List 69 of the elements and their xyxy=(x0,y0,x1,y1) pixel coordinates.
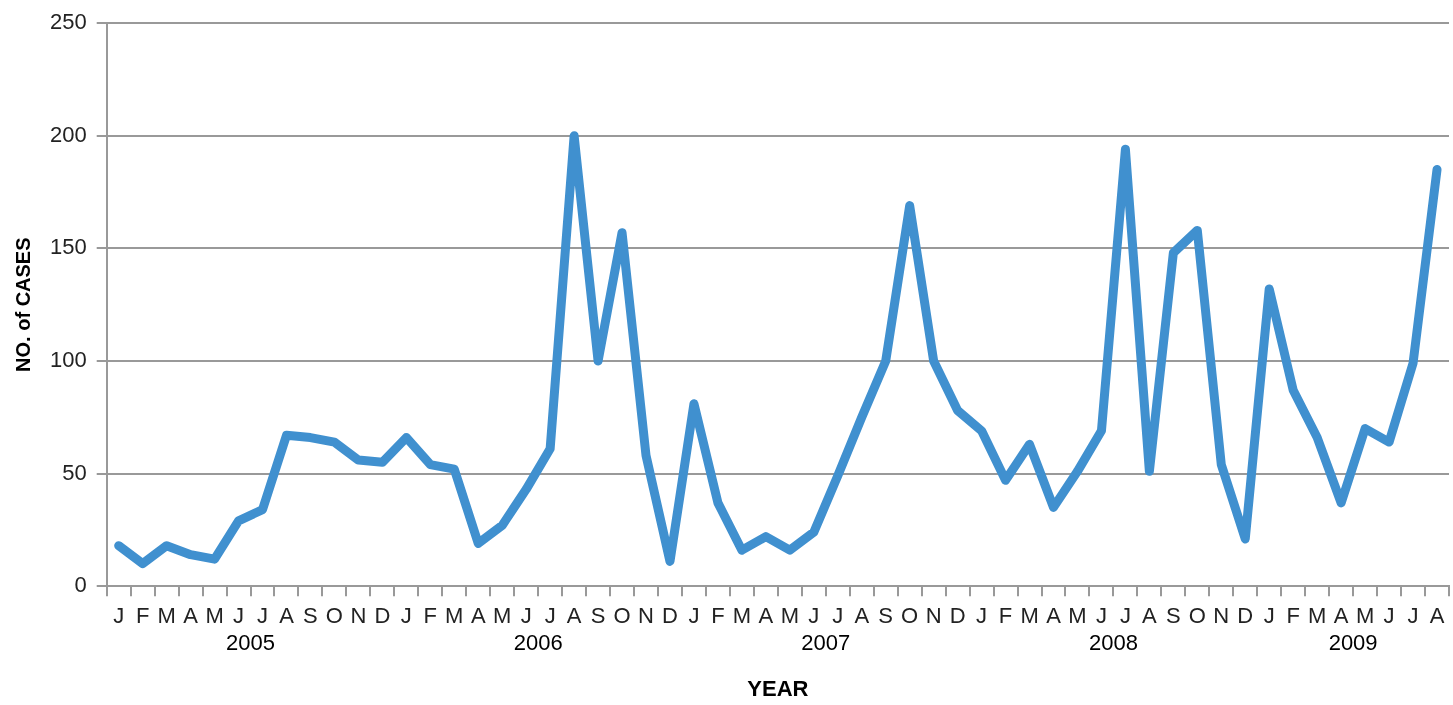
x-tick-label: D xyxy=(374,603,391,629)
x-tick-label: S xyxy=(1166,603,1181,629)
x-tick-label: J xyxy=(257,603,269,629)
x-tick-label: O xyxy=(325,603,343,629)
x-tick-label: F xyxy=(711,603,725,629)
x-axis-title: YEAR xyxy=(747,675,809,701)
x-tick-label: J xyxy=(808,603,820,629)
y-tick-label: 100 xyxy=(49,347,87,373)
x-tick-label: J xyxy=(1263,603,1275,629)
text: 2006 xyxy=(513,630,563,656)
x-tick-label: A xyxy=(1046,603,1062,629)
x-tick-label: A xyxy=(279,603,295,629)
x-tick-label: J xyxy=(400,603,412,629)
text: 2007 xyxy=(801,630,851,656)
x-tick-label: A xyxy=(183,603,199,629)
x-tick-label: M xyxy=(1068,603,1087,629)
x-tick-label: F xyxy=(423,603,438,629)
x-tick-label: O xyxy=(1188,603,1206,629)
x-tick-label: M xyxy=(205,603,224,629)
y-tick-label: 50 xyxy=(62,459,87,485)
x-tick-label: M xyxy=(780,603,799,629)
x-tick-label: A xyxy=(758,603,774,629)
x-tick-label: S xyxy=(303,603,318,629)
text: 2005 xyxy=(226,630,275,656)
y-tick-label: 200 xyxy=(49,121,87,147)
x-tick-label: M xyxy=(1355,603,1375,629)
x-tick-label: F xyxy=(998,603,1013,629)
x-tick-label: J xyxy=(688,603,700,629)
x-tick-label: A xyxy=(1142,603,1158,629)
x-tick-label: A xyxy=(566,603,582,629)
x-tick-label: A xyxy=(854,603,870,629)
x-tick-label: F xyxy=(1286,603,1300,629)
x-tick-label: J xyxy=(520,603,532,629)
x-tick-label: N xyxy=(638,603,654,629)
x-tick-label: F xyxy=(135,603,150,629)
x-tick-label: O xyxy=(901,603,919,629)
y-tick-label: 250 xyxy=(49,9,87,35)
x-tick-label: A xyxy=(470,603,486,629)
x-tick-label: D xyxy=(949,603,966,629)
x-tick-label: J xyxy=(1383,603,1395,629)
y-tick-label: 150 xyxy=(49,234,87,260)
x-tick-label: M xyxy=(445,603,464,629)
x-tick-label: J xyxy=(976,603,988,629)
x-tick-label: J xyxy=(1119,603,1131,629)
x-tick-label: J xyxy=(113,603,125,629)
text: 2009 xyxy=(1328,630,1378,656)
x-tick-label: S xyxy=(590,603,606,629)
x-tick-label: J xyxy=(233,603,245,629)
text: 2008 xyxy=(1088,630,1138,656)
x-tick-label: M xyxy=(732,603,752,629)
x-tick-label: D xyxy=(1237,603,1254,629)
x-tick-label: O xyxy=(613,603,631,629)
x-tick-label: A xyxy=(1333,603,1349,629)
x-tick-label: D xyxy=(662,603,678,629)
x-tick-label: J xyxy=(832,603,844,629)
x-tick-label: N xyxy=(1213,603,1230,629)
x-tick-label: S xyxy=(878,603,894,629)
x-tick-label: M xyxy=(1308,603,1327,629)
x-tick-label: M xyxy=(1020,603,1039,629)
x-tick-label: J xyxy=(1407,603,1419,629)
x-tick-label: J xyxy=(544,603,556,629)
y-tick-label: 0 xyxy=(74,572,87,598)
x-tick-label: M xyxy=(157,603,176,629)
x-tick-label: N xyxy=(350,603,367,629)
x-tick-label: N xyxy=(925,603,942,629)
y-axis-title: NO. of CASES xyxy=(11,237,34,372)
x-tick-label: M xyxy=(493,603,512,629)
x-tick-label: J xyxy=(1095,603,1107,629)
x-tick-label: A xyxy=(1429,603,1445,629)
